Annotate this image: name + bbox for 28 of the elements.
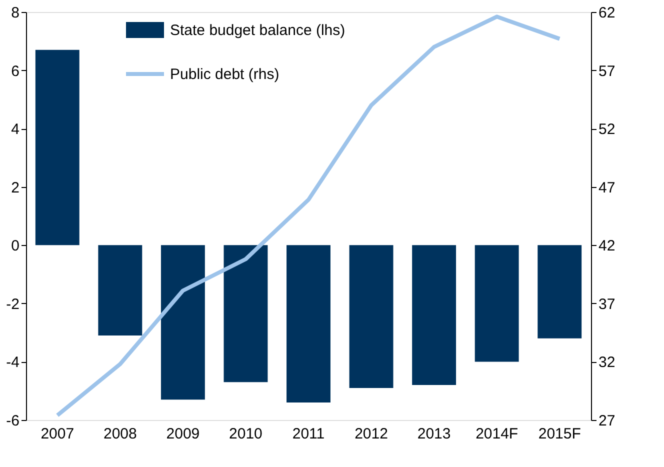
y-tick-label: 6 [11,62,20,80]
y-tick-label: -6 [6,412,20,430]
y-tick-label: 8 [11,4,20,22]
x-tick-label: 2014F [476,426,518,442]
y2-tick-label: 27 [598,412,616,430]
x-tick-label: 2011 [292,426,325,442]
legend-label: Public debt (rhs) [170,66,280,83]
y2-tick-label: 47 [598,179,616,196]
y2-tick-label: 32 [598,354,616,372]
y-tick-label: 2 [11,179,20,196]
y2-tick-label: 52 [598,121,616,138]
line-series [55,14,562,418]
x-tick-label: 2007 [40,426,74,442]
y-tick-label: 4 [11,121,20,138]
y-tick-label: 0 [11,238,20,255]
x-tick-label: 2015F [538,426,581,442]
x-tick-label: 2009 [166,426,200,442]
legend-label: State budget balance (lhs) [170,22,346,39]
x-tick-label: 2013 [417,426,451,442]
y-tick-label: -4 [6,354,20,372]
y-tick-label: -2 [6,296,20,313]
x-tick-label: 2008 [103,426,137,442]
y2-tick-label: 62 [598,4,616,22]
y2-tick-label: 42 [598,238,616,255]
x-tick-label: 2010 [229,426,262,442]
x-tick-label: 2012 [354,426,388,442]
y2-tick-label: 37 [598,296,616,313]
y2-tick-label: 57 [598,62,616,80]
